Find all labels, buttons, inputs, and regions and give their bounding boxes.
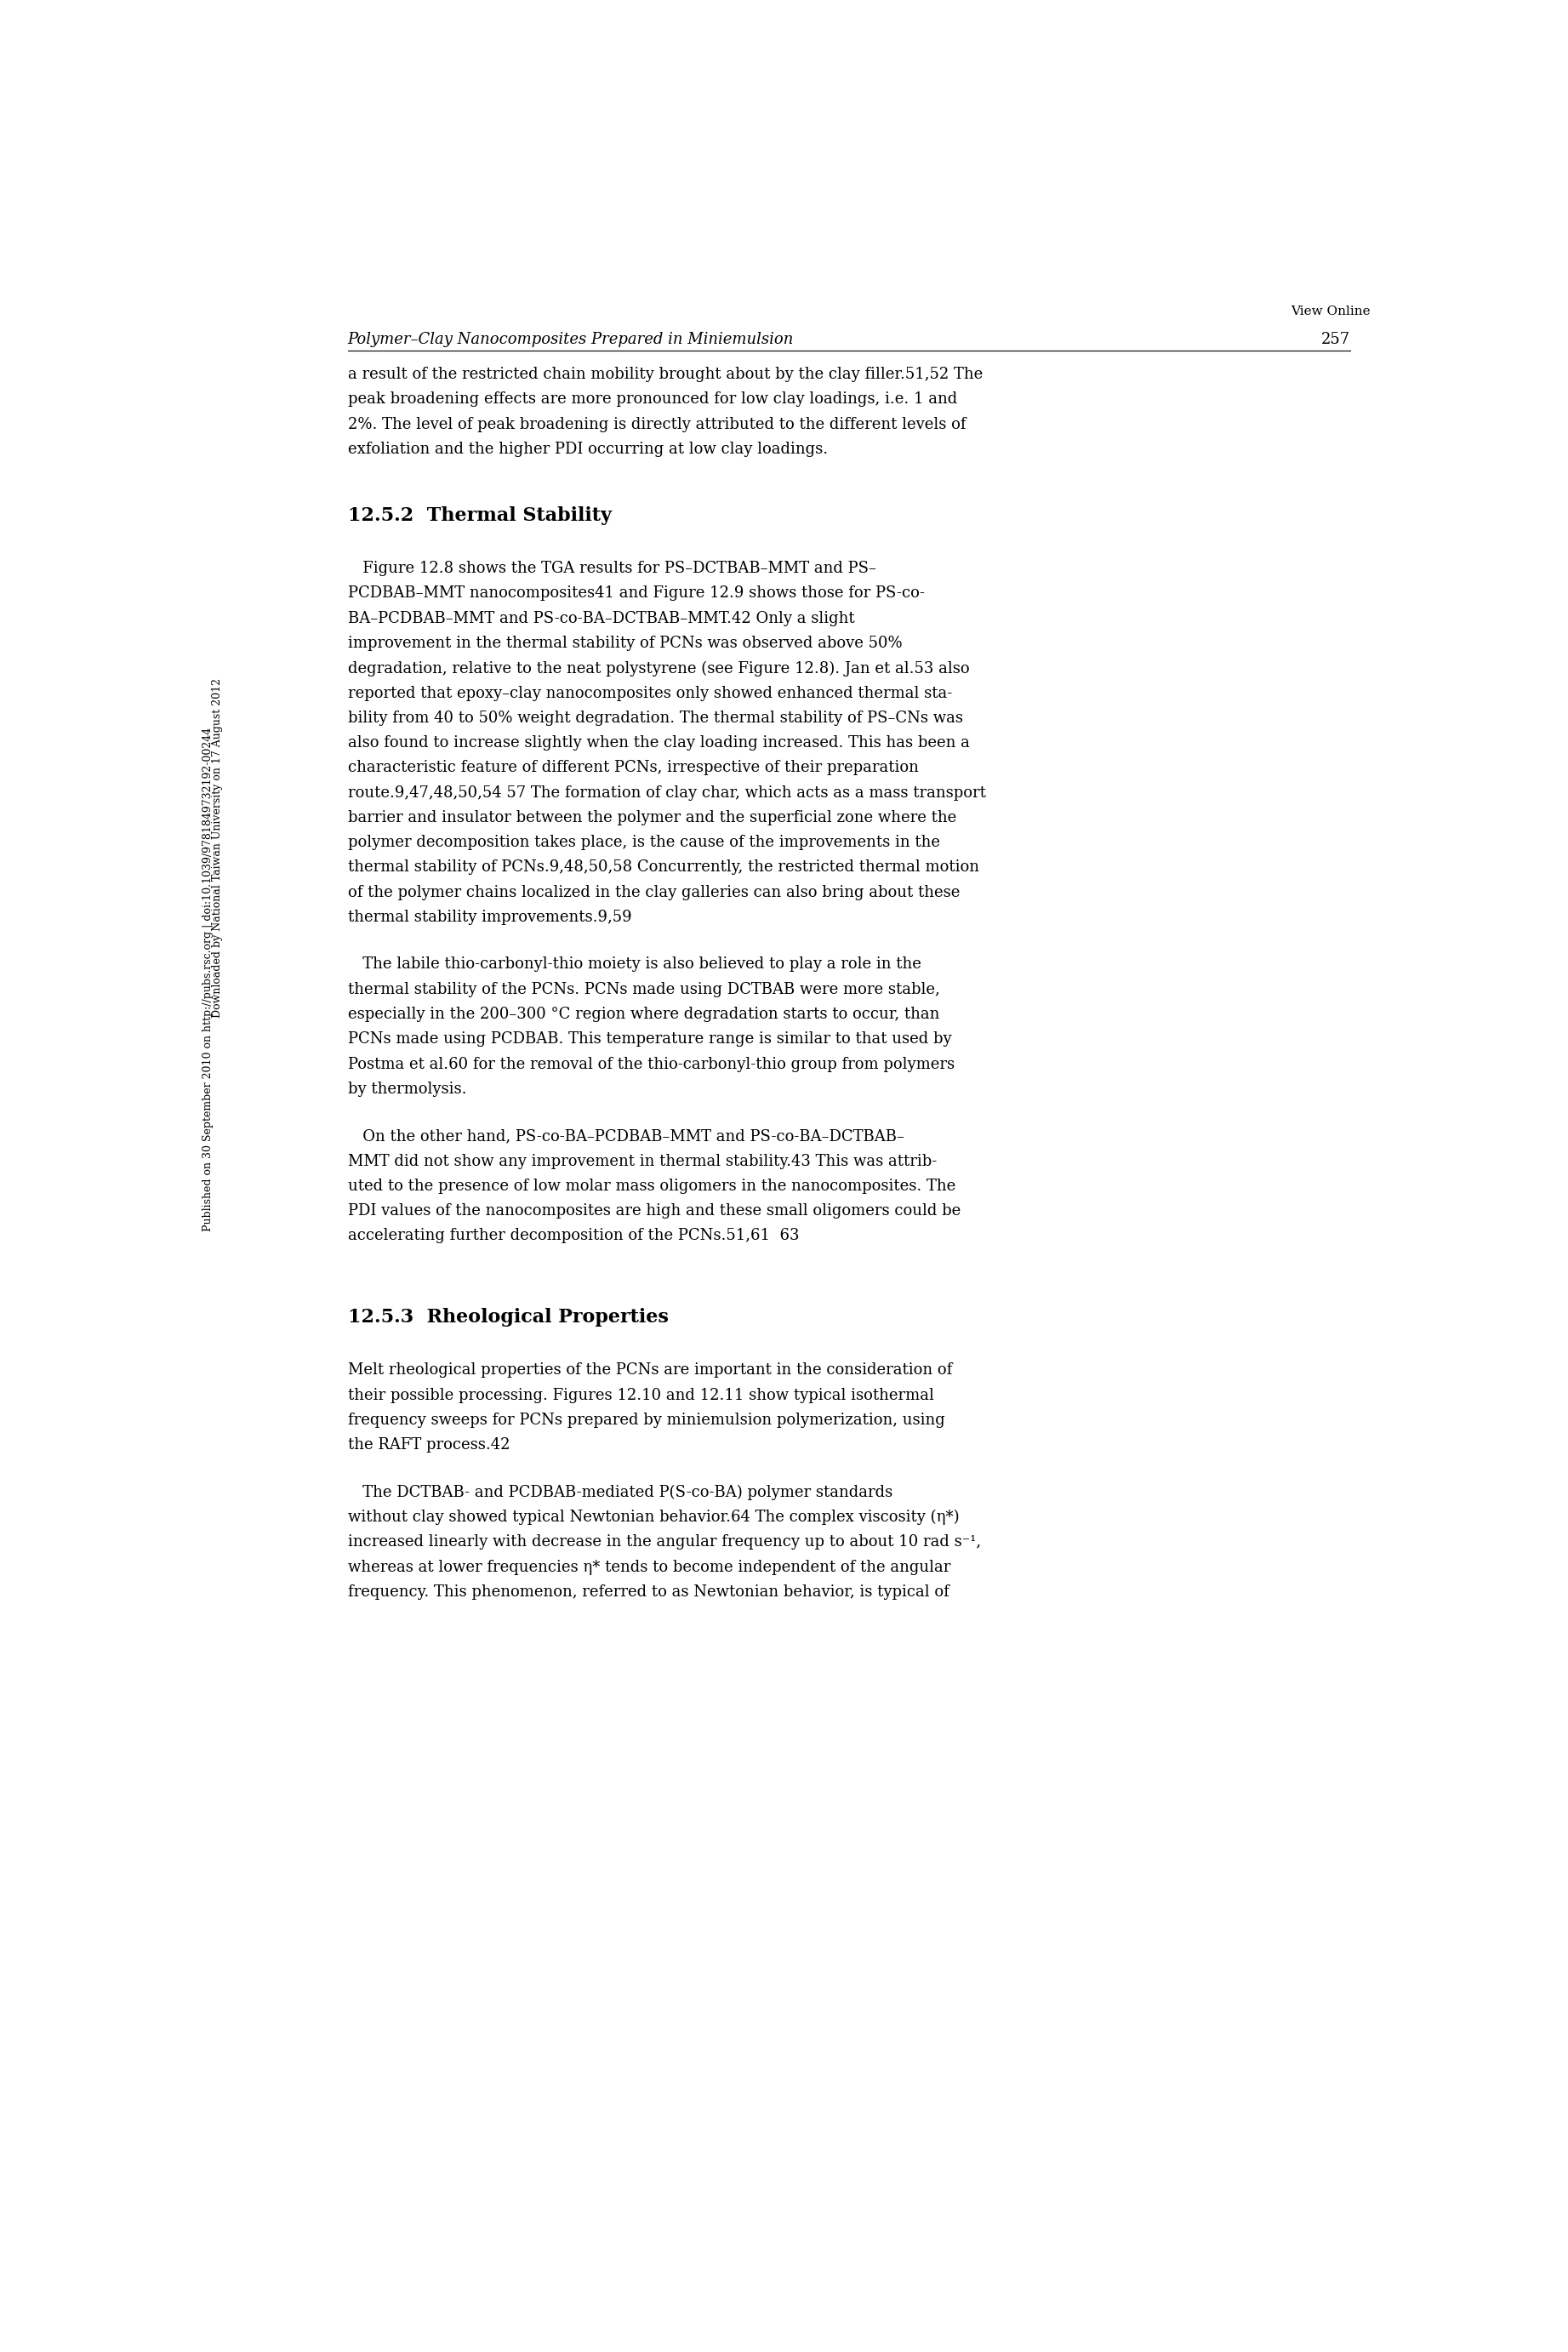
Text: The DCTBAB- and PCDBAB-mediated P(S-co-BA) polymer standards: The DCTBAB- and PCDBAB-mediated P(S-co-B… <box>348 1484 892 1501</box>
Text: also found to increase slightly when the clay loading increased. This has been a: also found to increase slightly when the… <box>348 736 969 750</box>
Text: PCDBAB–MMT nanocomposites41 and Figure 12.9 shows those for PS-co-: PCDBAB–MMT nanocomposites41 and Figure 1… <box>348 586 925 602</box>
Text: frequency sweeps for PCNs prepared by miniemulsion polymerization, using: frequency sweeps for PCNs prepared by mi… <box>348 1414 944 1428</box>
Text: especially in the 200–300 °C region where degradation starts to occur, than: especially in the 200–300 °C region wher… <box>348 1007 939 1023</box>
Text: Published on 30 September 2010 on http://pubs.rsc.org | doi:10.1039/978184973219: Published on 30 September 2010 on http:/… <box>202 727 213 1232</box>
Text: On the other hand, PS-co-BA–PCDBAB–MMT and PS-co-BA–DCTBAB–: On the other hand, PS-co-BA–PCDBAB–MMT a… <box>348 1129 905 1143</box>
Text: route.9,47,48,50,54 57 The formation of clay char, which acts as a mass transpor: route.9,47,48,50,54 57 The formation of … <box>348 786 986 800</box>
Text: a result of the restricted chain mobility brought about by the clay filler.51,52: a result of the restricted chain mobilit… <box>348 367 983 381</box>
Text: 12.5.3  Rheological Properties: 12.5.3 Rheological Properties <box>348 1308 668 1327</box>
Text: 12.5.2  Thermal Stability: 12.5.2 Thermal Stability <box>348 506 612 524</box>
Text: PDI values of the nanocomposites are high and these small oligomers could be: PDI values of the nanocomposites are hig… <box>348 1204 961 1218</box>
Text: reported that epoxy–clay nanocomposites only showed enhanced thermal sta-: reported that epoxy–clay nanocomposites … <box>348 684 952 701</box>
Text: Polymer–Clay Nanocomposites Prepared in Miniemulsion: Polymer–Clay Nanocomposites Prepared in … <box>348 332 793 348</box>
Text: MMT did not show any improvement in thermal stability.43 This was attrib-: MMT did not show any improvement in ther… <box>348 1152 936 1169</box>
Text: whereas at lower frequencies η* tends to become independent of the angular: whereas at lower frequencies η* tends to… <box>348 1559 950 1576</box>
Text: PCNs made using PCDBAB. This temperature range is similar to that used by: PCNs made using PCDBAB. This temperature… <box>348 1033 952 1047</box>
Text: increased linearly with decrease in the angular frequency up to about 10 rad s⁻¹: increased linearly with decrease in the … <box>348 1534 980 1550</box>
Text: bility from 40 to 50% weight degradation. The thermal stability of PS–CNs was: bility from 40 to 50% weight degradation… <box>348 710 963 727</box>
Text: exfoliation and the higher PDI occurring at low clay loadings.: exfoliation and the higher PDI occurring… <box>348 442 828 456</box>
Text: View Online: View Online <box>1290 306 1370 318</box>
Text: of the polymer chains localized in the clay galleries can also bring about these: of the polymer chains localized in the c… <box>348 884 960 901</box>
Text: improvement in the thermal stability of PCNs was observed above 50%: improvement in the thermal stability of … <box>348 635 902 652</box>
Text: barrier and insulator between the polymer and the superficial zone where the: barrier and insulator between the polyme… <box>348 809 956 826</box>
Text: Figure 12.8 shows the TGA results for PS–DCTBAB–MMT and PS–: Figure 12.8 shows the TGA results for PS… <box>348 562 877 576</box>
Text: thermal stability of PCNs.9,48,50,58 Concurrently, the restricted thermal motion: thermal stability of PCNs.9,48,50,58 Con… <box>348 861 978 875</box>
Text: The labile thio-carbonyl-thio moiety is also believed to play a role in the: The labile thio-carbonyl-thio moiety is … <box>348 957 920 971</box>
Text: characteristic feature of different PCNs, irrespective of their preparation: characteristic feature of different PCNs… <box>348 760 919 776</box>
Text: thermal stability of the PCNs. PCNs made using DCTBAB were more stable,: thermal stability of the PCNs. PCNs made… <box>348 981 939 997</box>
Text: degradation, relative to the neat polystyrene (see Figure 12.8). Jan et al.53 al: degradation, relative to the neat polyst… <box>348 661 969 675</box>
Text: polymer decomposition takes place, is the cause of the improvements in the: polymer decomposition takes place, is th… <box>348 835 939 849</box>
Text: the RAFT process.42: the RAFT process.42 <box>348 1437 510 1454</box>
Text: thermal stability improvements.9,59: thermal stability improvements.9,59 <box>348 910 632 924</box>
Text: by thermolysis.: by thermolysis. <box>348 1082 466 1096</box>
Text: peak broadening effects are more pronounced for low clay loadings, i.e. 1 and: peak broadening effects are more pronoun… <box>348 393 956 407</box>
Text: 257: 257 <box>1320 332 1350 348</box>
Text: frequency. This phenomenon, referred to as Newtonian behavior, is typical of: frequency. This phenomenon, referred to … <box>348 1585 949 1599</box>
Text: Postma et al.60 for the removal of the thio-carbonyl-thio group from polymers: Postma et al.60 for the removal of the t… <box>348 1056 955 1073</box>
Text: accelerating further decomposition of the PCNs.51,61  63: accelerating further decomposition of th… <box>348 1228 800 1244</box>
Text: Downloaded by National Taiwan University on 17 August 2012: Downloaded by National Taiwan University… <box>212 680 223 1018</box>
Text: uted to the presence of low molar mass oligomers in the nanocomposites. The: uted to the presence of low molar mass o… <box>348 1178 955 1195</box>
Text: Melt rheological properties of the PCNs are important in the consideration of: Melt rheological properties of the PCNs … <box>348 1362 952 1378</box>
Text: BA–PCDBAB–MMT and PS-co-BA–DCTBAB–MMT.42 Only a slight: BA–PCDBAB–MMT and PS-co-BA–DCTBAB–MMT.42… <box>348 612 855 626</box>
Text: 2%. The level of peak broadening is directly attributed to the different levels : 2%. The level of peak broadening is dire… <box>348 416 966 433</box>
Text: their possible processing. Figures 12.10 and 12.11 show typical isothermal: their possible processing. Figures 12.10… <box>348 1388 933 1402</box>
Text: without clay showed typical Newtonian behavior.64 The complex viscosity (η*): without clay showed typical Newtonian be… <box>348 1510 960 1524</box>
